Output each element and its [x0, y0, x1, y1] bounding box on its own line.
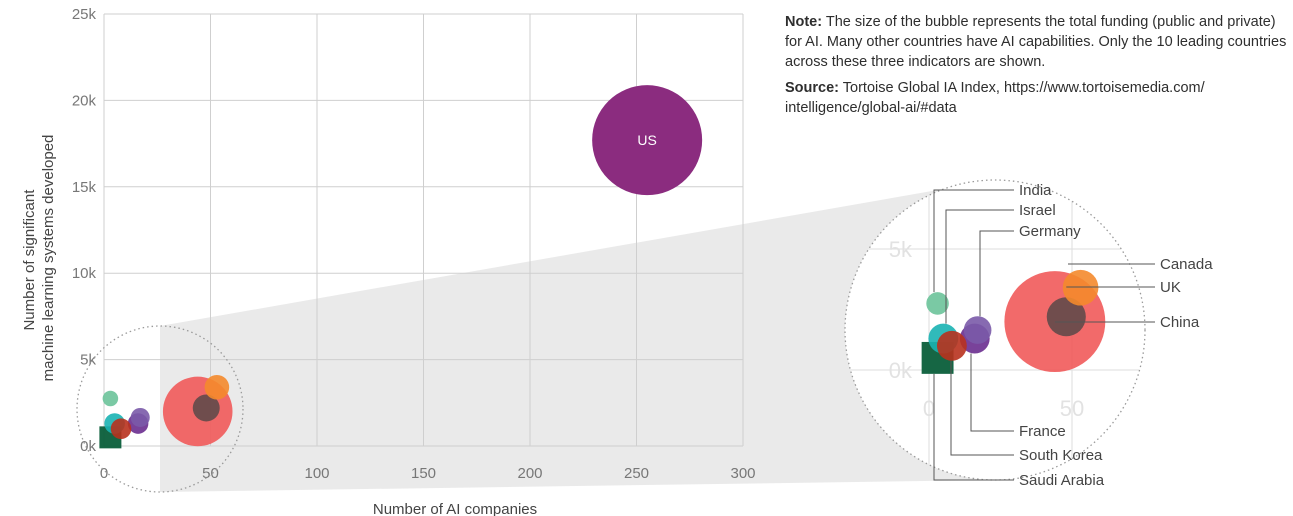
callout-label-uk: UK: [1160, 279, 1181, 296]
x-tick-label: 200: [517, 465, 542, 482]
zoom-circle: [76, 325, 244, 493]
inset-bubble-uk: [1046, 297, 1086, 337]
grid-layer: [103, 13, 744, 447]
y-tick-label: 10k: [72, 265, 97, 282]
note-heading: Note:: [785, 14, 823, 30]
source-heading: Source:: [785, 80, 839, 96]
note-text: The size of the bubble represents the to…: [785, 14, 1287, 70]
callout-line-saudi-arabia: [933, 373, 1014, 481]
callout-label-saudi-arabia: Saudi Arabia: [1019, 472, 1105, 489]
callout-line-israel: [945, 209, 1014, 324]
bubble-uk: [192, 394, 220, 422]
inset-bubble-canada: [1062, 269, 1099, 306]
y-axis-label-line-1: Number of significant: [21, 189, 38, 331]
bubble-label-us: US: [637, 132, 656, 148]
inset-y-tick-label: 5k: [889, 237, 913, 262]
inset-y-tick-label: 0k: [889, 358, 913, 383]
inset-x-tick-label: 0: [923, 396, 935, 421]
y-axis-label-line-2: machine learning systems developed: [40, 135, 57, 382]
callout-line-south-korea: [950, 360, 1014, 456]
bubble-canada: [204, 374, 230, 400]
x-tick-label: 250: [624, 465, 649, 482]
y-axis-label: Number of significant machine learning s…: [21, 135, 57, 382]
inset-border: [844, 179, 1146, 481]
callout-label-canada: Canada: [1160, 256, 1213, 273]
callout-label-israel: Israel: [1019, 202, 1056, 219]
y-tick-label: 15k: [72, 179, 97, 196]
inset-layer: 0k 5k 0 50 India Israel Germany Canada UK China Fr…: [844, 179, 1213, 489]
x-tick-label: 100: [304, 465, 329, 482]
x-tick-label: 300: [730, 465, 755, 482]
x-axis-label: Number of AI companies: [373, 501, 537, 516]
bubble-india: [102, 390, 119, 407]
callout-label-south-korea: South Korea: [1019, 447, 1103, 464]
source-paragraph: Source: Tortoise Global IA Index, https:…: [785, 78, 1290, 118]
bubble-germany: [130, 407, 150, 428]
zoom-band: [160, 180, 995, 492]
y-tick-label: 5k: [80, 352, 96, 369]
bubble-south-korea: [110, 418, 132, 440]
inset-bubble-india: [926, 292, 949, 315]
y-tick-label: 20k: [72, 92, 97, 109]
inset-bubble-south-korea: [936, 330, 967, 361]
note-paragraph: Note: The size of the bubble represents …: [785, 12, 1290, 72]
inset-bubble-germany: [963, 316, 992, 344]
x-tick-label: 150: [411, 465, 436, 482]
y-tick-label: 0k: [80, 438, 96, 455]
callout-label-germany: Germany: [1019, 223, 1081, 240]
y-tick-label: 25k: [72, 6, 97, 23]
inset-background: [845, 180, 1145, 480]
callout-label-india: India: [1019, 182, 1052, 199]
callout-label-china: China: [1160, 314, 1200, 331]
chart-note: Note: The size of the bubble represents …: [785, 12, 1290, 124]
source-text: Tortoise Global IA Index, https://www.to…: [785, 80, 1205, 116]
callout-line-india: [933, 189, 1014, 293]
x-tick-label: 50: [202, 465, 219, 482]
tick-label-layer: 0 50 100 150 200 250 300 0k 5k 10k 15k 20k 25k: [72, 6, 756, 493]
inset-x-tick-label: 50: [1060, 396, 1084, 421]
zoom-band-layer: [160, 180, 995, 492]
x-tick-label: 0: [100, 465, 108, 482]
callout-line-france: [970, 353, 1014, 432]
callout-label-france: France: [1019, 423, 1066, 440]
bubble-layer: US: [99, 85, 703, 449]
bubble-us: [592, 85, 703, 196]
callout-line-germany: [979, 230, 1014, 317]
